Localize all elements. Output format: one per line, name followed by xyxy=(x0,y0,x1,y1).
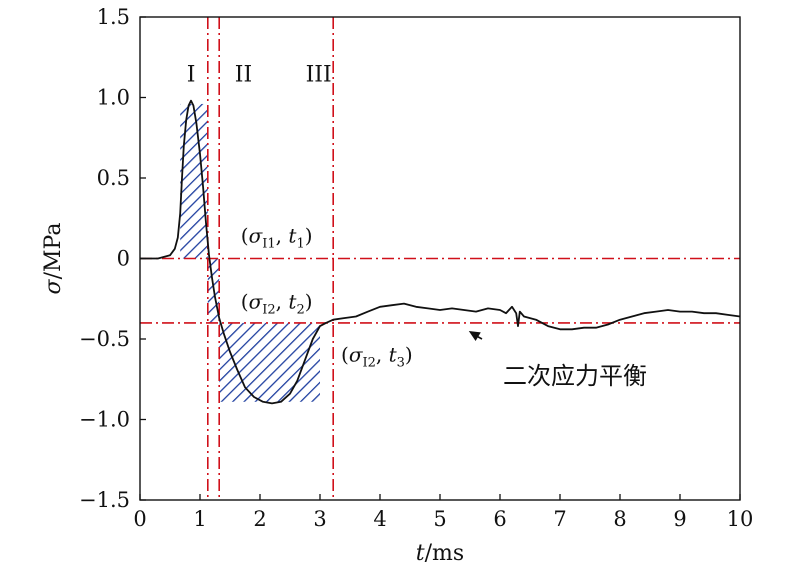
region-labels: I II III xyxy=(187,62,332,87)
stress-curve xyxy=(140,99,741,405)
arrow-head-icon xyxy=(468,330,481,341)
x-tick-label: 7 xyxy=(553,507,566,531)
x-tick-label: 4 xyxy=(373,507,386,531)
y-tick-label: −1.5 xyxy=(79,488,130,512)
region-label-2: II xyxy=(235,62,252,87)
hatched-regions xyxy=(180,103,320,402)
point-annotations: (σI1, t1) (σI2, t2) (σI2, t3) xyxy=(241,223,413,370)
y-tick-label: 1.5 xyxy=(97,5,130,29)
y-axis-title: σ/MPa xyxy=(41,223,66,295)
x-tick-label: 0 xyxy=(133,507,146,531)
y-tick-label: 1.0 xyxy=(97,86,130,110)
y-tick-label: −1.0 xyxy=(79,408,130,432)
x-tick-label: 6 xyxy=(493,507,506,531)
x-tick-label: 1 xyxy=(193,507,206,531)
annotation-3: (σI2, t3) xyxy=(341,343,413,371)
x-tick-label: 5 xyxy=(433,507,446,531)
x-axis-title: t/ms xyxy=(416,541,464,566)
region-label-3: III xyxy=(306,62,332,87)
y-tick-label: 0 xyxy=(117,247,130,271)
x-tick-label: 2 xyxy=(253,507,266,531)
y-tick-label: −0.5 xyxy=(79,327,130,351)
x-tick-label: 9 xyxy=(673,507,686,531)
hatched-region-1 xyxy=(180,103,208,259)
x-tick-label: 8 xyxy=(613,507,626,531)
region-label-1: I xyxy=(187,62,196,87)
x-tick-label: 3 xyxy=(313,507,326,531)
annotation-2: (σI2, t2) xyxy=(241,289,313,317)
x-axis-unit: /ms xyxy=(425,541,465,566)
y-axis-unit: /MPa xyxy=(41,223,66,280)
reference-lines xyxy=(140,17,740,500)
annotation-1: (σI1, t1) xyxy=(241,223,313,251)
secondary-equilibrium-label: 二次应力平衡 xyxy=(503,362,647,390)
x-tick-label: 10 xyxy=(727,507,754,531)
y-tick-label: 0.5 xyxy=(97,166,130,190)
y-axis-var: σ xyxy=(41,278,66,294)
axis-ticks: 0 1 2 3 4 5 6 7 8 9 10 1.5 1.0 0.5 0 −0.5 −1.0 −1.5 xyxy=(79,5,753,531)
x-axis-var: t xyxy=(416,541,425,566)
